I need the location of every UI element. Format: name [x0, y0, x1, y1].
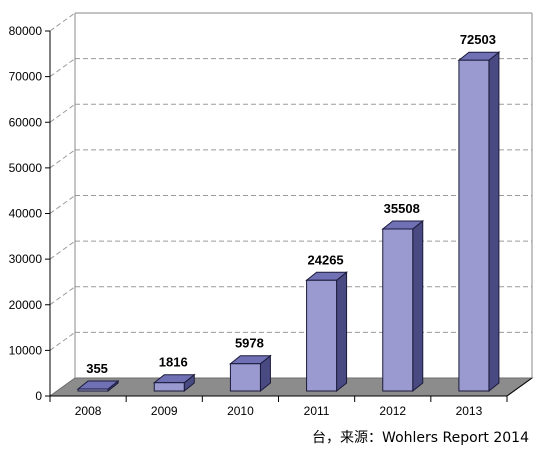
bar-front-2013 [458, 59, 490, 392]
bar-front-2011 [306, 279, 338, 392]
x-tick-label-2013: 2013 [456, 404, 483, 418]
x-tick-label-2012: 2012 [379, 404, 406, 418]
y-tick-label-5: 50000 [9, 161, 43, 175]
x-tick-label-2011: 2011 [304, 404, 330, 418]
bar-front-2008 [77, 388, 109, 392]
bar-2011 [305, 271, 349, 393]
x-tick-label-2009: 2009 [151, 404, 178, 418]
y-tick-label-1: 10000 [9, 343, 43, 357]
bar-side-2011 [336, 271, 348, 393]
bar-2008 [76, 379, 120, 393]
x-axis-ticks: 2008 2009 2010 2011 2012 2013 [49, 396, 508, 418]
data-label-2009: 1816 [159, 355, 188, 370]
y-tick-label-0: 0 [35, 389, 42, 403]
gridline-side-6 [49, 103, 76, 123]
y-tick-label-2: 20000 [9, 298, 43, 312]
y-tick-label-7: 70000 [9, 70, 43, 84]
gridlines [49, 12, 532, 351]
y-tick-label-6: 60000 [9, 115, 43, 129]
bars [76, 51, 501, 393]
bar-side-2013 [488, 51, 500, 393]
bar-2010 [228, 354, 272, 393]
y-tick-label-4: 40000 [9, 207, 43, 221]
y-axis-ticks: 0 10000 20000 30000 40000 50000 60000 70000 8000… [9, 24, 50, 403]
gridline-side-7 [49, 58, 76, 78]
x-tick-label-2010: 2010 [227, 404, 254, 418]
data-label-2011: 24265 [308, 252, 344, 267]
gridline-side-5 [49, 149, 76, 169]
x-tick-label-2008: 2008 [75, 404, 102, 418]
bar-2013 [457, 51, 501, 393]
bar-side-2012 [412, 219, 424, 393]
floor-right-edge [506, 377, 533, 397]
bar-front-2010 [229, 363, 261, 392]
gridline-side-top [49, 12, 76, 32]
y-tick-label-3: 30000 [9, 252, 43, 266]
data-label-2008: 355 [86, 361, 108, 376]
data-label-2010: 5978 [235, 336, 264, 351]
gridline-side-4 [49, 195, 76, 214]
bar-2012 [381, 219, 425, 393]
source-note: 台，来源：Wohlers Report 2014 [312, 430, 529, 446]
data-label-2012: 35508 [384, 201, 420, 216]
bar-2009 [152, 373, 196, 393]
data-label-2013: 72503 [460, 32, 496, 47]
gridline-side-1 [49, 331, 76, 351]
y-tick-label-8: 80000 [9, 24, 43, 38]
gridline-side-3 [49, 240, 76, 260]
bar-front-2012 [382, 228, 414, 392]
data-labels: 355 1816 5978 24265 35508 72503 [86, 32, 496, 376]
gridline-side-2 [49, 286, 76, 306]
bar-front-2009 [153, 382, 185, 392]
